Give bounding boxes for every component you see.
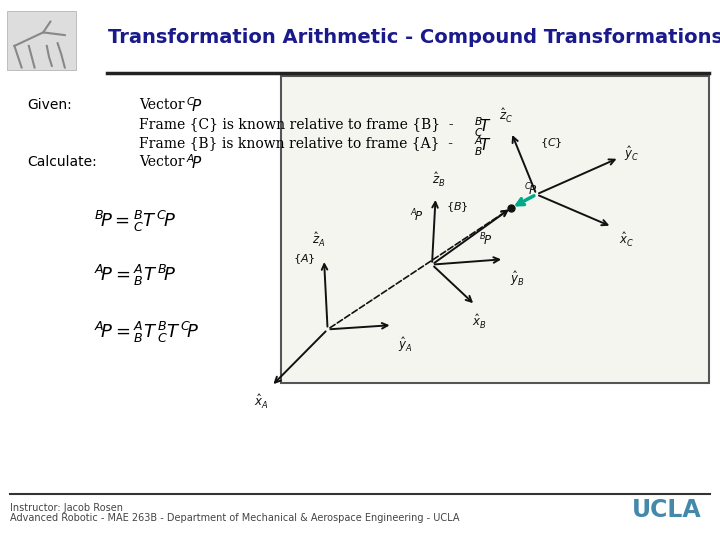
Text: $\hat{x}_C$: $\hat{x}_C$ [619, 231, 634, 249]
Text: $\hat{z}_C$: $\hat{z}_C$ [499, 107, 513, 125]
Text: $\hat{z}_A$: $\hat{z}_A$ [312, 232, 325, 249]
Text: Frame {C} is known relative to frame {B}  -: Frame {C} is known relative to frame {B}… [139, 117, 454, 131]
Text: $^C\!P$: $^C\!P$ [524, 181, 538, 198]
Text: Given:: Given: [27, 98, 72, 112]
Text: $^B_C\!T$: $^B_C\!T$ [474, 116, 492, 139]
Text: $\hat{x}_B$: $\hat{x}_B$ [472, 313, 486, 331]
Text: $\{C\}$: $\{C\}$ [540, 136, 562, 150]
Text: $\hat{y}_A$: $\hat{y}_A$ [398, 335, 413, 354]
Text: $\{B\}$: $\{B\}$ [446, 200, 469, 214]
Text: Transformation Arithmetic - Compound Transformations: Transformation Arithmetic - Compound Tra… [108, 28, 720, 48]
FancyBboxPatch shape [281, 76, 709, 383]
Text: $^A\!P$: $^A\!P$ [186, 153, 203, 172]
Text: Vector: Vector [139, 155, 184, 169]
Text: Calculate:: Calculate: [27, 155, 97, 169]
Text: Instructor: Jacob Rosen: Instructor: Jacob Rosen [10, 503, 123, 514]
Text: $^A\!P = {^A_B}T\,{^B\!P}$: $^A\!P = {^A_B}T\,{^B\!P}$ [94, 263, 176, 288]
Text: Vector: Vector [139, 98, 184, 112]
Text: $\{A\}$: $\{A\}$ [293, 252, 315, 266]
Text: Advanced Robotic - MAE 263B - Department of Mechanical & Aerospace Engineering -: Advanced Robotic - MAE 263B - Department… [10, 513, 459, 523]
Text: $^B\!P = {^B_C}T\,{^C\!P}$: $^B\!P = {^B_C}T\,{^C\!P}$ [94, 209, 176, 234]
Text: $^A\!P = {^A_B}T\,{^B_C}T\,{^C\!P}$: $^A\!P = {^A_B}T\,{^B_C}T\,{^C\!P}$ [94, 320, 199, 345]
Text: UCLA: UCLA [632, 498, 702, 522]
Text: $\hat{z}_B$: $\hat{z}_B$ [433, 171, 446, 189]
Text: $\hat{y}_B$: $\hat{y}_B$ [510, 269, 524, 288]
Text: $^A\!P$: $^A\!P$ [410, 208, 424, 224]
Text: $^B\!P$: $^B\!P$ [479, 232, 492, 248]
Text: $\hat{y}_C$: $\hat{y}_C$ [624, 144, 639, 164]
Text: Frame {B} is known relative to frame {A}  -: Frame {B} is known relative to frame {A}… [139, 136, 453, 150]
Text: $^A_B\!T$: $^A_B\!T$ [474, 134, 492, 158]
Text: $\hat{x}_A$: $\hat{x}_A$ [254, 393, 269, 411]
Text: $^C\!P$: $^C\!P$ [186, 96, 202, 115]
FancyBboxPatch shape [7, 11, 76, 70]
